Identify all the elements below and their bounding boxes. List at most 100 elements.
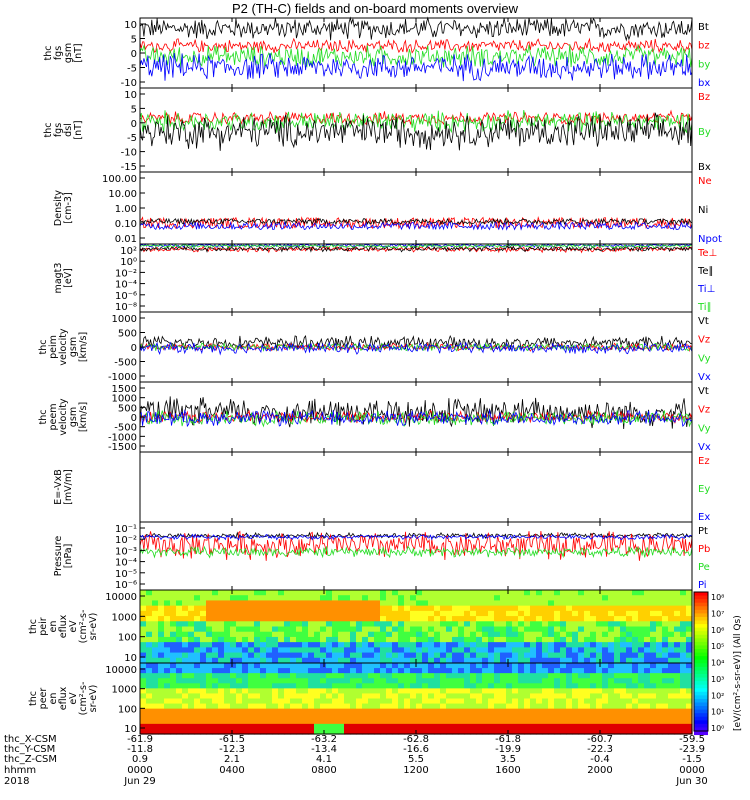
peer-spectrogram-cell <box>188 728 195 735</box>
peir-spectrogram-cell <box>326 631 333 638</box>
peir-spectrogram-cell <box>428 647 435 654</box>
peir-spectrogram-cell <box>242 595 249 602</box>
peir-spectrogram-cell <box>512 600 519 607</box>
peer-spectrogram-cell <box>356 668 363 674</box>
peir-spectrogram-cell <box>230 642 237 648</box>
peir-spectrogram-cell <box>356 605 363 612</box>
peer-spectrogram-cell <box>182 678 189 684</box>
peer-spectrogram-cell <box>584 673 591 679</box>
peer-spectrogram-cell <box>572 678 579 684</box>
peer-spectrogram-cell <box>176 723 183 730</box>
peir-spectrogram-cell <box>470 590 477 596</box>
colorbar-label: [eV/(cm²-s-sr-eV)] (All Qs) <box>733 615 743 731</box>
peer-spectrogram-cell <box>248 668 255 674</box>
peer-spectrogram-cell <box>260 708 267 715</box>
peer-spectrogram-cell <box>194 668 201 674</box>
peer-spectrogram-cell <box>518 713 525 720</box>
peer-spectrogram-cell <box>428 718 435 725</box>
peir-spectrogram-cell <box>584 631 591 638</box>
peir-spectrogram-cell <box>494 610 501 617</box>
peer-spectrogram-cell <box>194 713 201 720</box>
peer-spectrogram-cell <box>158 728 165 735</box>
peer-spectrogram-cell <box>476 693 483 700</box>
peer-spectrogram-cell <box>620 673 627 679</box>
peer-spectrogram-cell <box>206 713 213 720</box>
series-line-By <box>139 109 693 134</box>
peer-spectrogram-cell <box>194 663 201 669</box>
peir-spectrogram-cell <box>518 621 525 628</box>
peir-spectrogram-cell <box>296 647 303 654</box>
peir-spectrogram-cell <box>548 605 555 612</box>
peer-spectrogram-cell <box>188 718 195 725</box>
peer-spectrogram-cell <box>620 688 627 695</box>
peer-spectrogram-cell <box>590 673 597 679</box>
peer-spectrogram-cell <box>548 698 555 705</box>
peer-spectrogram-cell <box>590 698 597 705</box>
axis-label: gsm <box>68 407 79 427</box>
peer-spectrogram-cell <box>224 683 231 689</box>
peir-spectrogram-cell <box>548 595 555 602</box>
peer-spectrogram-cell <box>626 698 633 705</box>
peir-spectrogram-cell <box>392 642 399 648</box>
peer-spectrogram-cell <box>644 703 651 710</box>
peer-spectrogram-cell <box>548 688 555 695</box>
peir-spectrogram-cell <box>482 605 489 612</box>
peir-spectrogram-cell <box>608 600 615 607</box>
peir-spectrogram-cell <box>380 610 387 617</box>
peir-spectrogram-cell <box>674 652 681 659</box>
peir-spectrogram-cell <box>266 657 273 664</box>
peir-spectrogram-cell <box>572 616 579 622</box>
peir-spectrogram-cell <box>230 621 237 628</box>
peer-spectrogram-cell <box>518 673 525 679</box>
peir-spectrogram-cell <box>638 616 645 622</box>
peer-spectrogram-cell <box>674 673 681 679</box>
peir-spectrogram-cell <box>506 610 513 617</box>
peir-spectrogram-cell <box>332 590 339 596</box>
peer-spectrogram-cell <box>332 728 339 735</box>
peir-spectrogram-cell <box>332 657 339 664</box>
peer-spectrogram-cell <box>668 673 675 679</box>
peir-spectrogram-cell <box>554 642 561 648</box>
series-line-Ni <box>139 217 693 226</box>
peir-spectrogram-cell <box>584 657 591 664</box>
peir-spectrogram-cell <box>374 616 381 622</box>
peer-spectrogram-cell <box>524 678 531 684</box>
peir-spectrogram-cell <box>302 626 309 633</box>
peer-spectrogram-cell <box>584 728 591 735</box>
peir-spectrogram-cell <box>476 636 483 643</box>
peer-spectrogram-cell <box>536 688 543 695</box>
peer-spectrogram-cell <box>284 703 291 710</box>
peir-spectrogram-cell <box>458 595 465 602</box>
colorbar-cell <box>694 602 708 607</box>
peer-spectrogram-cell <box>638 668 645 674</box>
peer-spectrogram-cell <box>434 693 441 700</box>
xaxis-x-value: -60.7 <box>587 734 613 745</box>
peer-spectrogram-cell <box>470 668 477 674</box>
peer-spectrogram-cell <box>188 683 195 689</box>
peer-spectrogram-cell <box>422 678 429 684</box>
peir-spectrogram-cell <box>584 621 591 628</box>
peer-spectrogram-cell <box>584 663 591 669</box>
legend-label-By: By <box>698 127 711 138</box>
xaxis-z-value: 0.9 <box>132 754 148 765</box>
peer-spectrogram-cell <box>596 698 603 705</box>
axis-label: eflux <box>58 686 69 710</box>
peir-spectrogram-cell <box>422 600 429 607</box>
peir-spectrogram-cell <box>164 600 171 607</box>
peer-spectrogram-cell <box>374 688 381 695</box>
peir-spectrogram-cell <box>248 631 255 638</box>
peer-spectrogram-cell <box>314 703 321 710</box>
peer-spectrogram-cell <box>542 703 549 710</box>
peer-spectrogram-cell <box>464 728 471 735</box>
peir-spectrogram-cell <box>542 595 549 602</box>
peer-spectrogram-cell <box>560 713 567 720</box>
peer-spectrogram-cell <box>494 668 501 674</box>
peer-spectrogram-cell <box>380 683 387 689</box>
peir-spectrogram-cell <box>566 621 573 628</box>
peir-spectrogram-cell <box>518 626 525 633</box>
peir-spectrogram-cell <box>188 590 195 596</box>
peer-spectrogram-cell <box>230 713 237 720</box>
peir-spectrogram-cell <box>452 652 459 659</box>
y-tick-label: 5 <box>131 104 137 115</box>
